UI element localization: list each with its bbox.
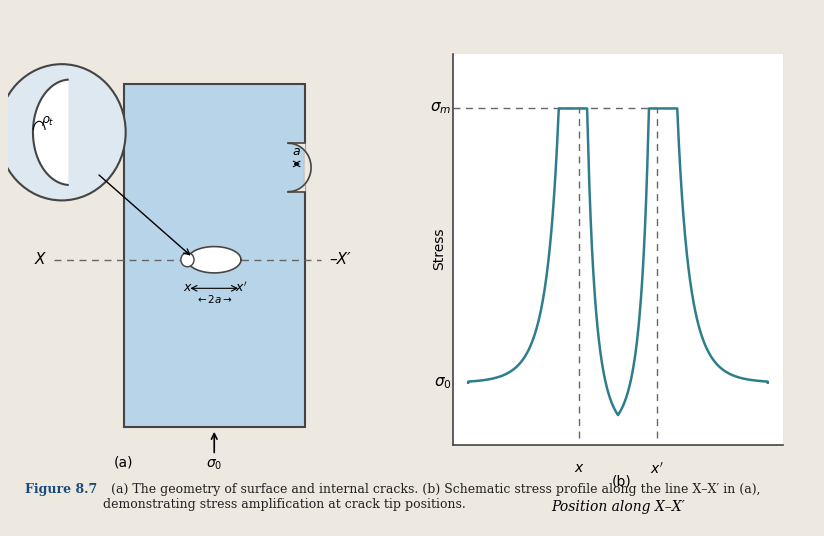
Text: $x'$: $x'$ <box>235 281 247 295</box>
Text: (b): (b) <box>612 474 632 488</box>
Text: $x'$: $x'$ <box>650 461 664 477</box>
Polygon shape <box>188 247 241 273</box>
Text: (a) The geometry of surface and internal cracks. (b) Schematic stress profile al: (a) The geometry of surface and internal… <box>103 483 761 511</box>
Polygon shape <box>33 80 68 185</box>
Text: X: X <box>35 252 45 267</box>
Text: –X′: –X′ <box>330 252 351 267</box>
Text: $x$: $x$ <box>574 461 584 475</box>
Circle shape <box>0 64 125 200</box>
Y-axis label: Stress: Stress <box>433 228 447 271</box>
Bar <box>124 84 305 427</box>
Polygon shape <box>288 143 311 192</box>
Text: Position along X–X′: Position along X–X′ <box>551 500 685 513</box>
Text: $x$: $x$ <box>183 281 192 294</box>
Text: Figure 8.7: Figure 8.7 <box>25 483 97 496</box>
Text: $\sigma_m$: $\sigma_m$ <box>430 101 452 116</box>
Text: $\leftarrow 2a \rightarrow$: $\leftarrow 2a \rightarrow$ <box>195 293 233 304</box>
Text: $a$: $a$ <box>293 145 301 158</box>
Text: $\sigma_0$: $\sigma_0$ <box>434 375 452 391</box>
Circle shape <box>180 252 194 267</box>
Text: (a): (a) <box>114 456 133 470</box>
Text: $\sigma_0$: $\sigma_0$ <box>206 458 222 472</box>
Text: $\rho_t$: $\rho_t$ <box>40 114 54 128</box>
